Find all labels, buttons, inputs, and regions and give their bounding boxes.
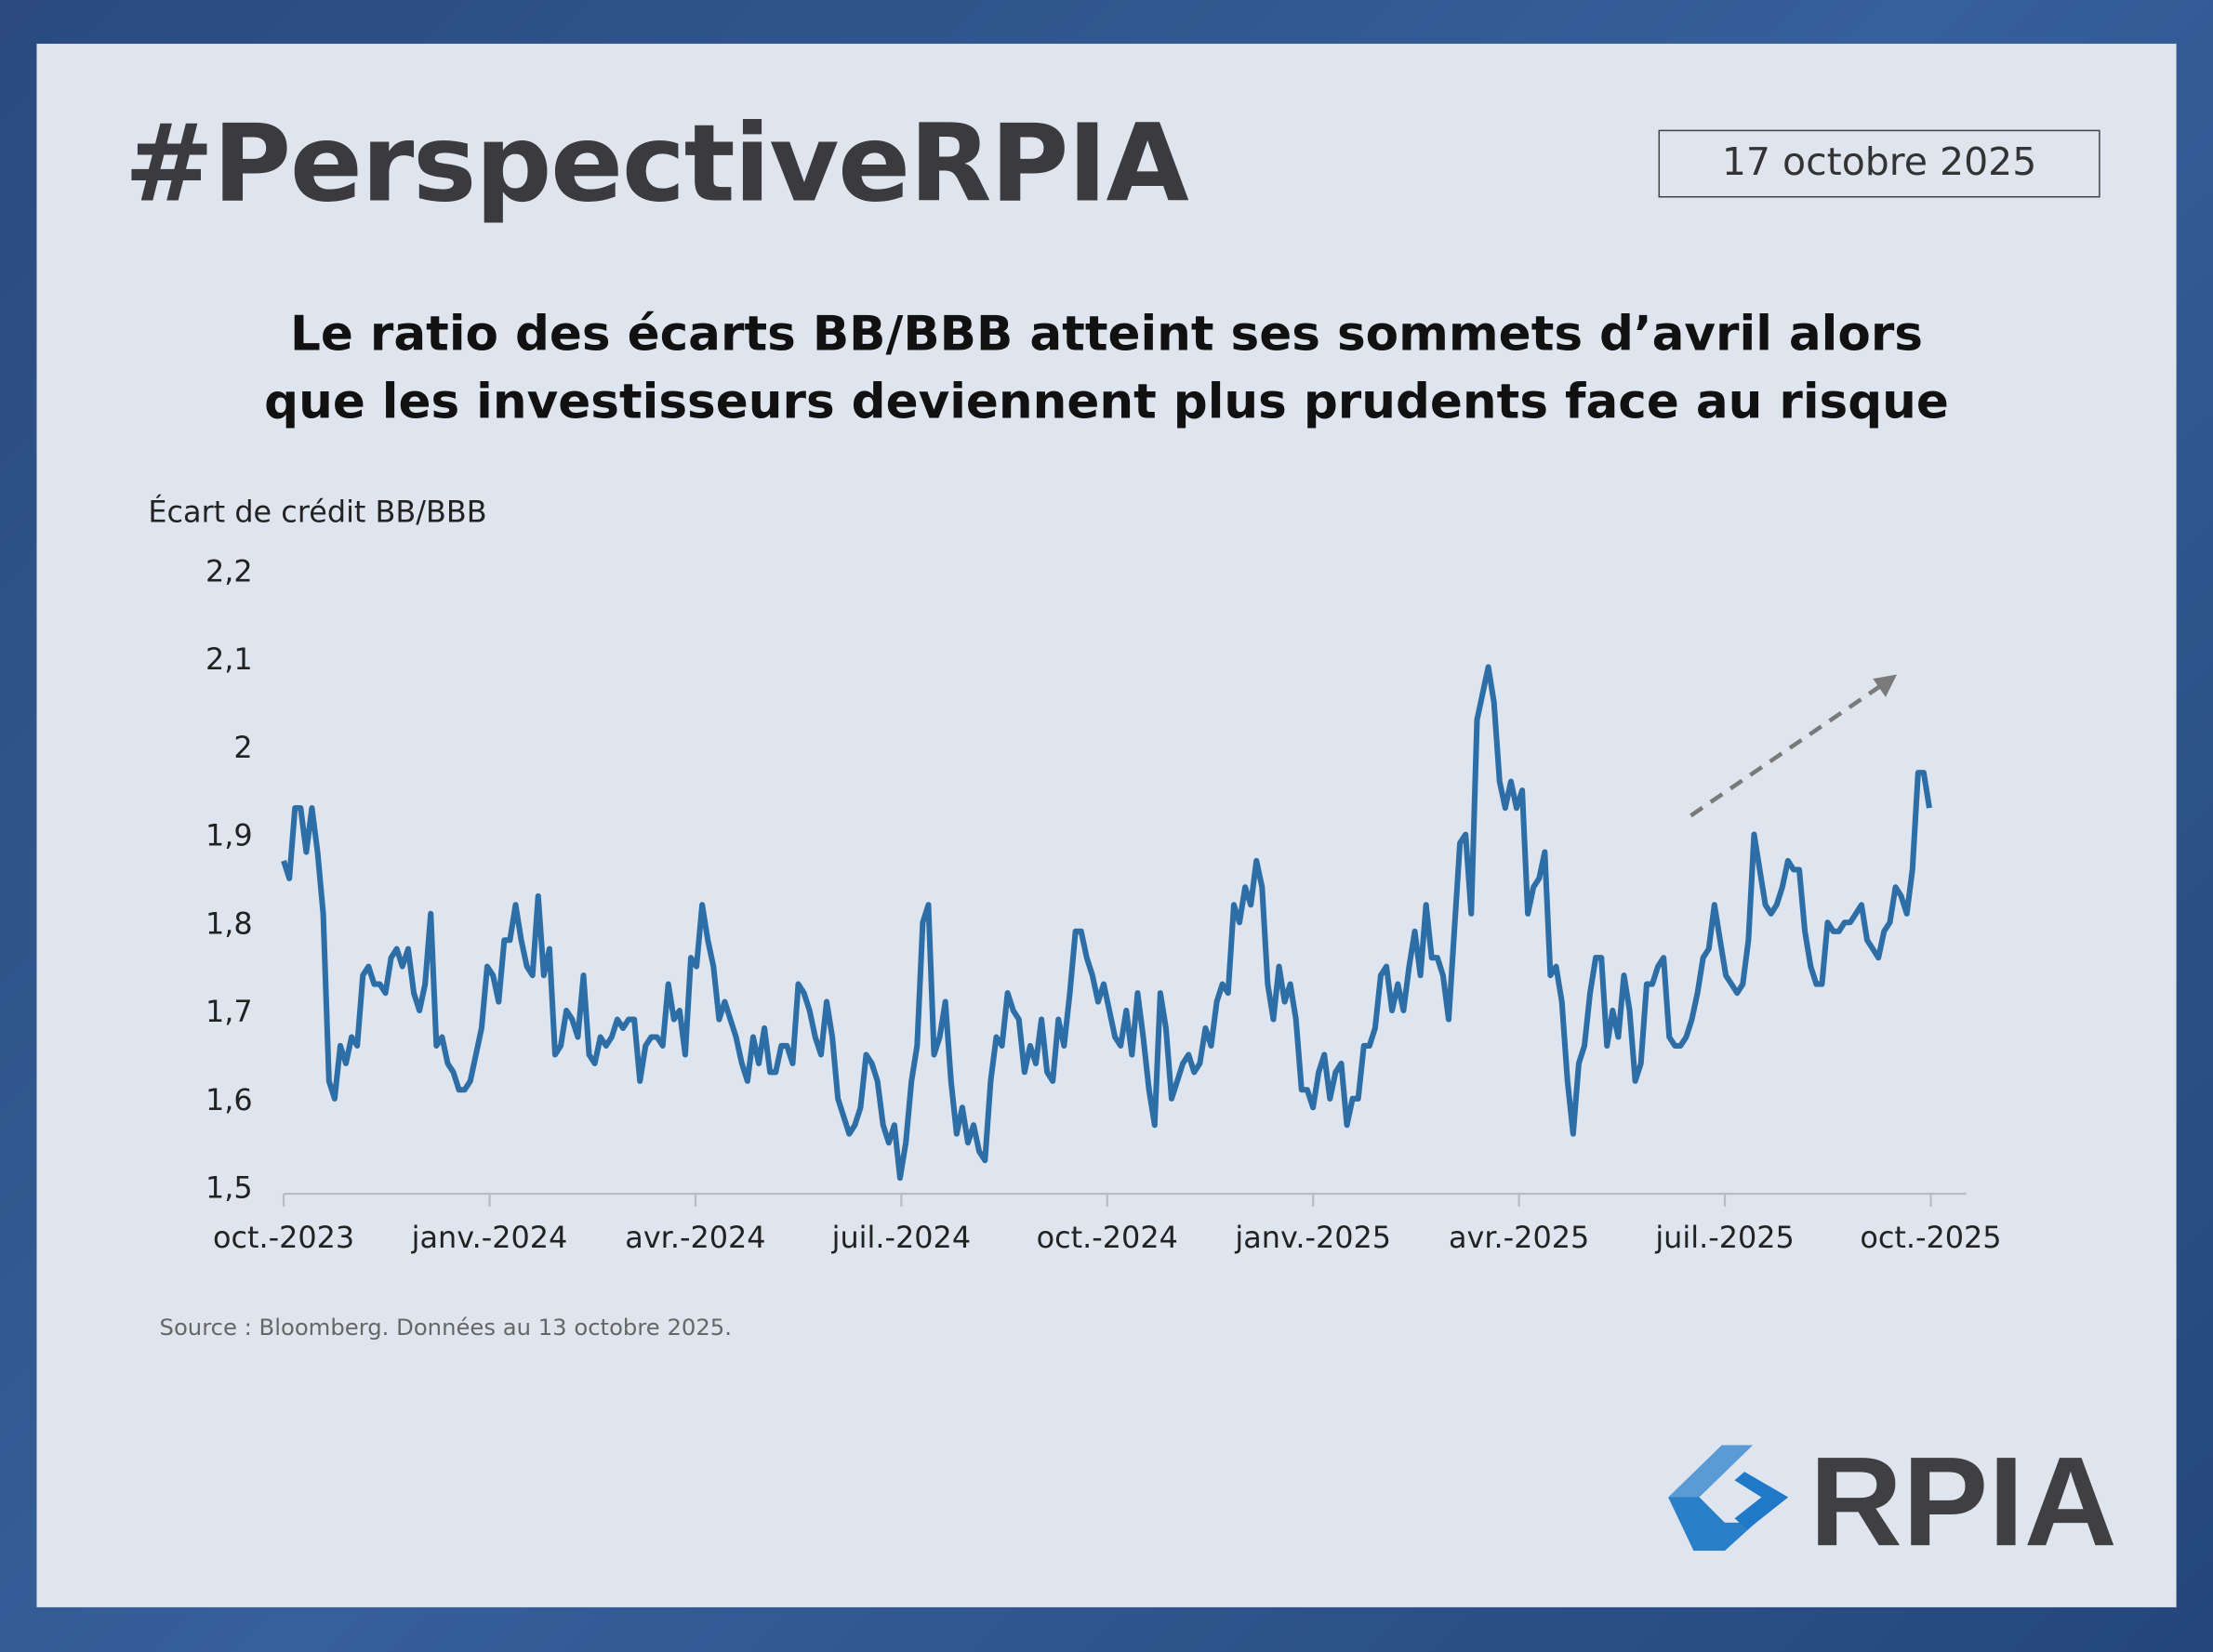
x-tick-label: juil.-2025 [1654, 1220, 1794, 1255]
line-chart: 1,5 1,6 1,7 1,8 1,9 2 2,1 2,2 oct.-2023 janv.-202… [205, 553, 2002, 1255]
y-axis-label: Écart de crédit BB/BBB [148, 495, 487, 530]
y-tick-label: 1,6 [205, 1082, 253, 1117]
x-tick-label: oct.-2024 [1037, 1220, 1178, 1255]
chart-title-line-2: que les investisseurs deviennent plus pr… [264, 374, 1949, 430]
rpia-logo: RPIA [1668, 1445, 2117, 1552]
logo-text: RPIA [1809, 1445, 2117, 1551]
chart-title-line-1: Le ratio des écarts BB/BBB atteint ses s… [290, 306, 1924, 363]
series-line [281, 664, 1932, 1182]
x-tick-label: avr.-2025 [1449, 1220, 1589, 1255]
trend-arrow-line [1690, 682, 1885, 818]
y-tick-label: 2,2 [205, 553, 253, 588]
content-panel: #PerspectiveRPIA 17 octobre 2025 Le rati… [36, 44, 2177, 1607]
y-tick-label: 1,5 [205, 1170, 253, 1206]
x-tick-label: avr.-2024 [625, 1220, 765, 1255]
x-tick-label: janv.-2025 [1234, 1220, 1391, 1255]
y-tick-label: 2 [233, 730, 252, 765]
y-tick-label: 1,9 [205, 818, 253, 853]
page-title: #PerspectiveRPIA [124, 99, 1189, 226]
source-note: Source : Bloomberg. Données au 13 octobr… [159, 1314, 732, 1341]
x-tick-label: juil.-2024 [831, 1220, 971, 1255]
x-tick-label: oct.-2023 [213, 1220, 354, 1255]
y-tick-label: 2,1 [205, 641, 253, 677]
x-tick-label: janv.-2024 [411, 1220, 568, 1255]
logo-chevron-shade-icon [1668, 1497, 1756, 1552]
y-tick-label: 1,8 [205, 905, 253, 941]
date-badge: 17 octobre 2025 [1658, 129, 2100, 198]
chart-title: Le ratio des écarts BB/BBB atteint ses s… [36, 300, 2176, 436]
logo-chevron-right-icon [1734, 1472, 1789, 1530]
y-tick-label: 1,7 [205, 994, 253, 1029]
x-tick-label: oct.-2025 [1860, 1220, 2001, 1255]
trend-arrow-head-icon [1873, 674, 1898, 697]
